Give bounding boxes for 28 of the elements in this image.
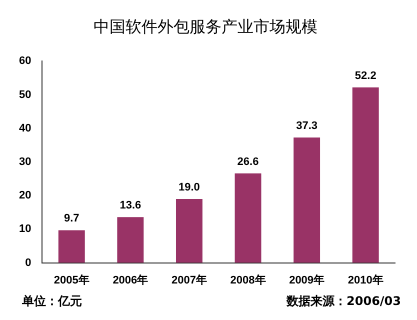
data-label: 52.2 xyxy=(354,70,376,82)
bar xyxy=(58,230,85,263)
y-tick-label: 50 xyxy=(18,88,32,101)
y-tick-label: 30 xyxy=(18,156,32,168)
y-tick-label: 0 xyxy=(25,256,32,269)
x-tick-label: 2005年 xyxy=(54,273,90,286)
x-tick-label: 2009年 xyxy=(289,273,325,286)
x-tick-label: 2010年 xyxy=(348,273,384,286)
chart-title: 中国软件外包服务产业市场规模 xyxy=(94,16,318,36)
data-label: 26.6 xyxy=(237,156,259,168)
bar xyxy=(117,217,144,263)
data-label: 19.0 xyxy=(178,181,200,194)
text: 单位：亿元 xyxy=(21,294,82,308)
y-tick-label: 60 xyxy=(18,55,32,68)
bar xyxy=(176,198,202,263)
bar xyxy=(234,173,262,263)
y-tick-label: 20 xyxy=(18,190,32,202)
data-label: 37.3 xyxy=(296,120,318,132)
bar xyxy=(294,137,320,263)
y-tick-label: 40 xyxy=(18,122,32,134)
bar xyxy=(352,87,379,263)
data-label: 9.7 xyxy=(64,212,80,225)
x-tick-label: 2006年 xyxy=(112,273,148,286)
source-note: 数据来源：2006/03 xyxy=(286,294,401,308)
x-tick-label: 2008年 xyxy=(230,273,266,286)
y-tick-label: 10 xyxy=(18,223,32,236)
data-label: 13.6 xyxy=(120,200,142,212)
x-tick-label: 2007年 xyxy=(171,273,207,286)
